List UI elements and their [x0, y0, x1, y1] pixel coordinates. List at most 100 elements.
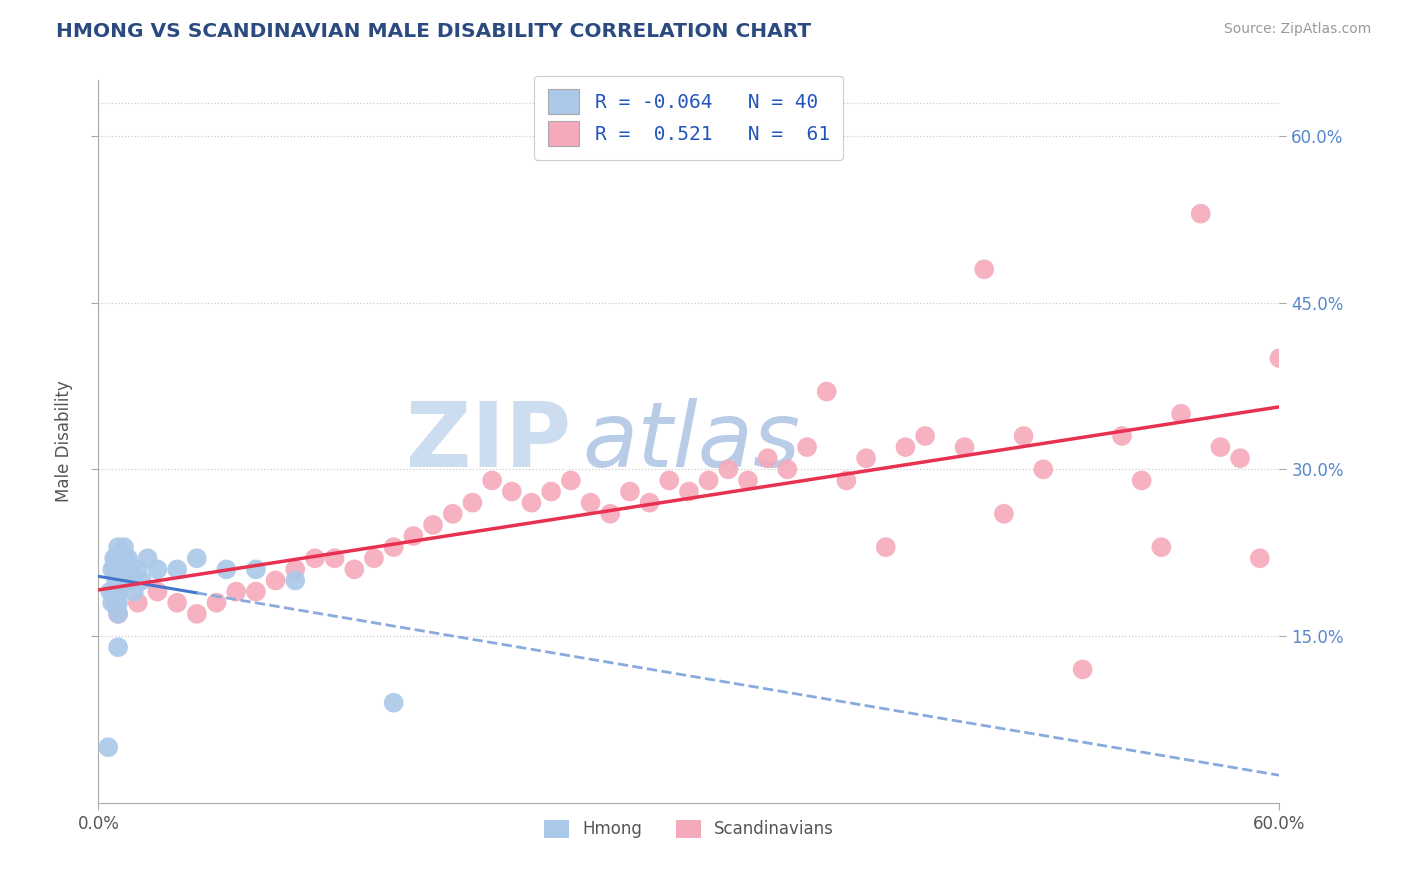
Point [186, 607, 208, 621]
Point [914, 429, 936, 443]
Point [481, 474, 503, 488]
Point [107, 584, 129, 599]
Point [717, 462, 740, 476]
Point [599, 507, 621, 521]
Point [1229, 451, 1251, 466]
Text: atlas: atlas [582, 398, 800, 485]
Point [136, 551, 159, 566]
Point [323, 551, 346, 566]
Point [796, 440, 818, 454]
Point [894, 440, 917, 454]
Point [98, 584, 121, 599]
Point [875, 540, 897, 554]
Point [107, 596, 129, 610]
Point [111, 551, 134, 566]
Point [1150, 540, 1173, 554]
Point [402, 529, 425, 543]
Text: ZIP: ZIP [406, 398, 571, 485]
Point [105, 574, 128, 588]
Point [127, 596, 149, 610]
Point [1308, 395, 1330, 409]
Point [105, 551, 128, 566]
Point [658, 474, 681, 488]
Point [422, 517, 444, 532]
Point [166, 596, 188, 610]
Point [1209, 440, 1232, 454]
Point [118, 562, 141, 576]
Point [501, 484, 523, 499]
Point [107, 607, 129, 621]
Point [146, 562, 169, 576]
Point [737, 474, 759, 488]
Point [166, 562, 188, 576]
Point [117, 551, 139, 566]
Y-axis label: Male Disability: Male Disability [55, 381, 73, 502]
Text: Source: ZipAtlas.com: Source: ZipAtlas.com [1223, 22, 1371, 37]
Point [107, 607, 129, 621]
Point [855, 451, 877, 466]
Point [105, 596, 128, 610]
Point [835, 474, 858, 488]
Point [205, 596, 228, 610]
Point [107, 574, 129, 588]
Point [284, 562, 307, 576]
Point [103, 562, 125, 576]
Point [186, 551, 208, 566]
Point [776, 462, 799, 476]
Point [560, 474, 582, 488]
Point [520, 496, 543, 510]
Point [363, 551, 385, 566]
Point [1012, 429, 1035, 443]
Point [461, 496, 484, 510]
Point [112, 562, 135, 576]
Point [540, 484, 562, 499]
Point [441, 507, 464, 521]
Point [1170, 407, 1192, 421]
Point [103, 551, 125, 566]
Point [815, 384, 838, 399]
Point [146, 584, 169, 599]
Point [225, 584, 247, 599]
Point [112, 540, 135, 554]
Point [993, 507, 1015, 521]
Point [115, 551, 138, 566]
Point [579, 496, 602, 510]
Point [953, 440, 976, 454]
Point [107, 562, 129, 576]
Point [131, 574, 153, 588]
Point [638, 496, 661, 510]
Point [1327, 429, 1350, 443]
Point [382, 540, 405, 554]
Point [1189, 207, 1212, 221]
Point [1130, 474, 1153, 488]
Point [1071, 662, 1094, 676]
Legend: Hmong, Scandinavians: Hmong, Scandinavians [537, 813, 841, 845]
Point [127, 562, 149, 576]
Point [101, 562, 124, 576]
Point [108, 574, 131, 588]
Point [382, 696, 405, 710]
Point [101, 596, 124, 610]
Point [111, 574, 134, 588]
Point [117, 574, 139, 588]
Point [103, 584, 125, 599]
Point [1111, 429, 1133, 443]
Point [343, 562, 366, 576]
Point [1032, 462, 1054, 476]
Point [121, 574, 143, 588]
Point [245, 584, 267, 599]
Point [122, 584, 145, 599]
Point [756, 451, 779, 466]
Point [1288, 273, 1310, 287]
Point [304, 551, 326, 566]
Point [97, 740, 120, 755]
Point [108, 562, 131, 576]
Text: HMONG VS SCANDINAVIAN MALE DISABILITY CORRELATION CHART: HMONG VS SCANDINAVIAN MALE DISABILITY CO… [56, 22, 811, 41]
Point [107, 540, 129, 554]
Point [245, 562, 267, 576]
Point [1347, 407, 1369, 421]
Point [697, 474, 720, 488]
Point [1268, 351, 1291, 366]
Point [1249, 551, 1271, 566]
Point [619, 484, 641, 499]
